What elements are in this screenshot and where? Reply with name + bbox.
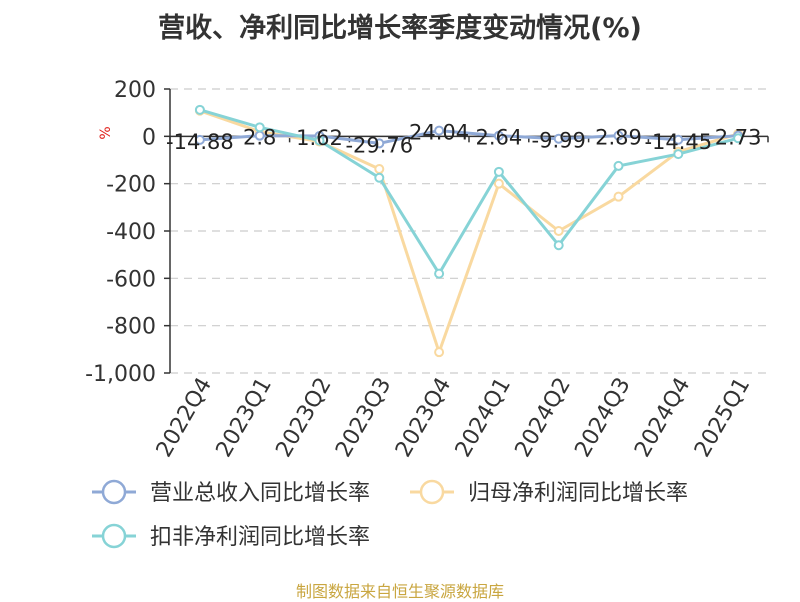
data-point: [613, 191, 624, 202]
data-label: -14.45: [644, 130, 712, 154]
x-tick-label: 2024Q1: [451, 374, 516, 462]
data-label: 2.8: [243, 126, 276, 150]
data-point: [194, 104, 205, 115]
data-point: [733, 133, 744, 144]
data-point: [434, 125, 445, 136]
data-point: [613, 130, 624, 141]
chart-title: 营收、净利同比增长率季度变动情况(%): [158, 13, 642, 44]
data-point: [374, 163, 385, 174]
x-tick-label: 2024Q3: [570, 374, 635, 462]
source-note: 制图数据来自恒生聚源数据库: [295, 582, 504, 601]
data-point: [613, 160, 624, 171]
x-tick-label: 2023Q1: [212, 374, 277, 462]
data-label: 1.62: [296, 126, 343, 150]
data-label: 24.04: [409, 121, 469, 145]
data-label: 2.73: [715, 126, 762, 150]
y-tick-label: -800: [106, 315, 156, 340]
data-label: -29.76: [345, 133, 413, 157]
data-point: [493, 178, 504, 189]
series-line-0: [199, 129, 739, 145]
x-tick-label: 2024Q2: [511, 374, 576, 462]
data-point: [553, 240, 564, 251]
x-tick-label: 2023Q3: [331, 374, 396, 462]
legend-label[interactable]: 营业总收入同比增长率: [150, 481, 370, 506]
x-tick-label: 2023Q2: [271, 374, 336, 462]
x-tick-label: 2024Q4: [630, 374, 695, 462]
data-point: [374, 138, 385, 149]
legend-marker: [419, 479, 445, 505]
legend-marker: [101, 523, 127, 549]
x-tick-label: 2022Q4: [152, 374, 217, 462]
data-point: [673, 134, 684, 145]
y-unit-label: %: [98, 126, 114, 139]
data-point: [553, 133, 564, 144]
data-point: [553, 226, 564, 236]
data-point: [254, 122, 265, 133]
data-label: -14.88: [166, 130, 234, 154]
y-tick-label: -200: [106, 173, 156, 198]
legend-label[interactable]: 归母净利润同比增长率: [468, 481, 688, 506]
data-point: [434, 347, 445, 358]
x-tick-label: 2025Q1: [690, 374, 755, 462]
data-label: -9.99: [532, 129, 586, 153]
data-point: [493, 130, 504, 141]
data-point: [194, 134, 205, 145]
data-label: 2.89: [595, 126, 642, 150]
data-point: [493, 166, 504, 177]
series-line-2: [199, 108, 739, 276]
y-tick-label: -600: [106, 267, 156, 292]
grid-lines: [170, 88, 768, 374]
y-tick-label: 200: [114, 78, 156, 103]
x-tick-label: 2023Q4: [391, 374, 456, 462]
legend-marker: [101, 479, 127, 505]
y-tick-label: -1,000: [85, 362, 156, 387]
y-tick-label: -400: [106, 220, 156, 245]
y-tick-label: 0: [142, 125, 156, 150]
data-point: [314, 135, 325, 146]
data-point: [673, 149, 684, 160]
series-lines: [194, 104, 744, 358]
data-label: 2.64: [476, 126, 523, 150]
data-point: [374, 172, 385, 183]
data-point: [434, 268, 445, 279]
legend-label[interactable]: 扣非净利润同比增长率: [150, 525, 370, 550]
